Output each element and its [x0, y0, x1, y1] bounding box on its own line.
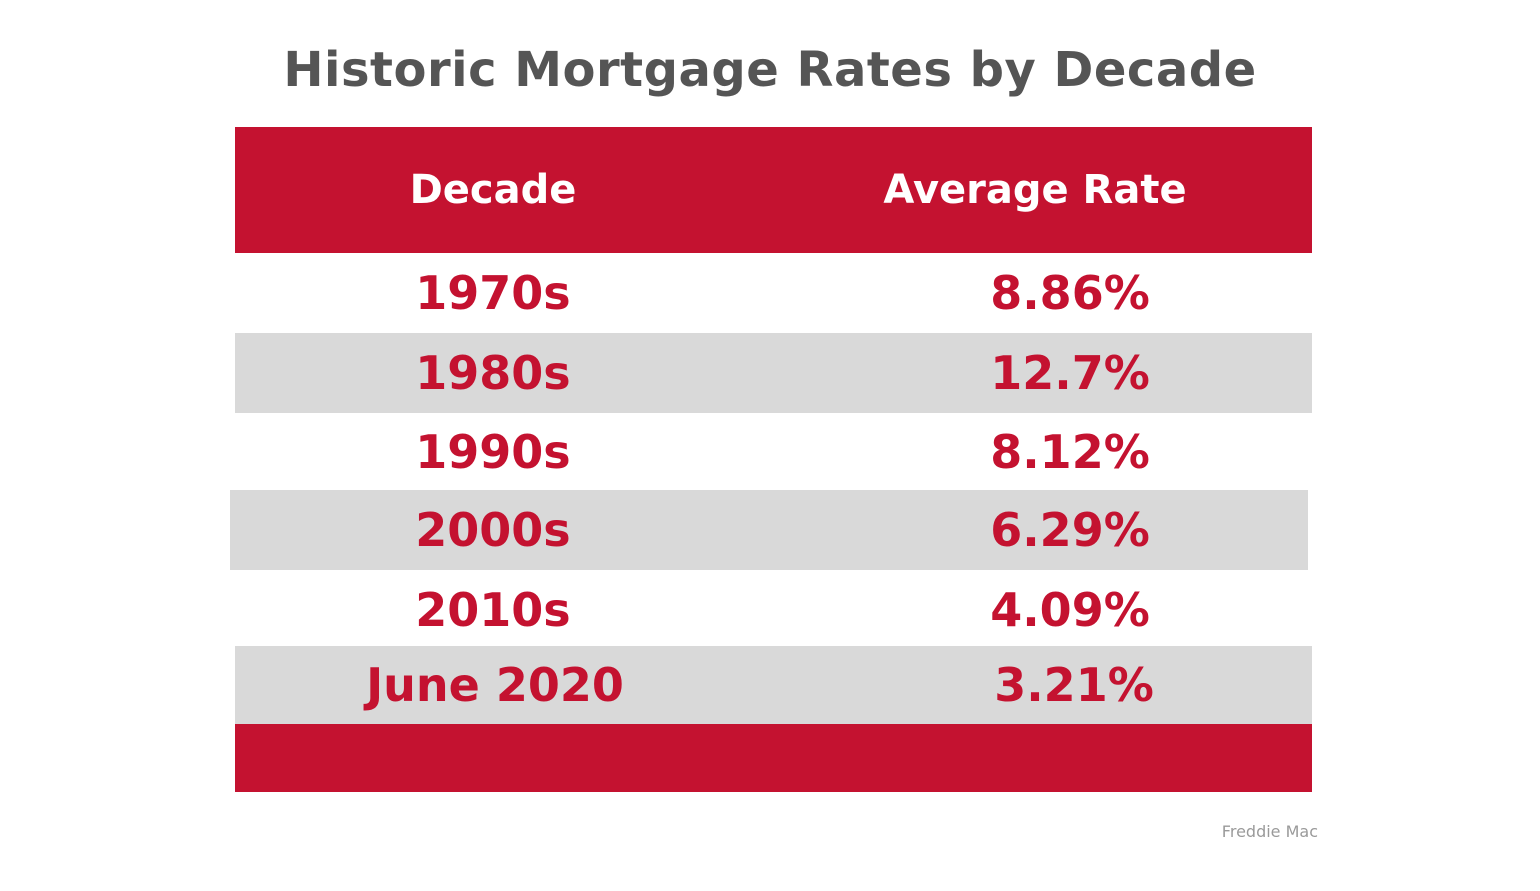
rate-cell: 4.09% [990, 583, 1150, 637]
table-row: 1990s 8.12% [235, 412, 1312, 492]
table-header: Decade Average Rate [235, 127, 1312, 253]
column-header-decade: Decade [409, 167, 577, 213]
table-footer-band [235, 724, 1312, 792]
rate-cell: 8.86% [990, 266, 1150, 320]
rate-cell: 8.12% [990, 425, 1150, 479]
decade-cell: 1990s [415, 425, 571, 479]
table-row: 1970s 8.86% [235, 253, 1312, 333]
decade-cell: 1970s [415, 266, 571, 320]
decade-cell: 2000s [415, 503, 571, 557]
table-row: 2010s 4.09% [235, 570, 1312, 650]
decade-cell: 2010s [415, 583, 571, 637]
table-row: 2000s 6.29% [230, 490, 1308, 570]
rate-cell: 12.7% [990, 346, 1150, 400]
rate-cell: 3.21% [994, 658, 1154, 712]
source-credit: Freddie Mac [1221, 822, 1318, 841]
table-row: June 2020 3.21% [235, 646, 1312, 724]
decade-cell: 1980s [415, 346, 571, 400]
rate-cell: 6.29% [990, 503, 1150, 557]
column-header-average-rate: Average Rate [883, 167, 1187, 213]
decade-cell: June 2020 [366, 658, 624, 712]
chart-title: Historic Mortgage Rates by Decade [283, 42, 1257, 98]
table-row: 1980s 12.7% [235, 333, 1312, 413]
